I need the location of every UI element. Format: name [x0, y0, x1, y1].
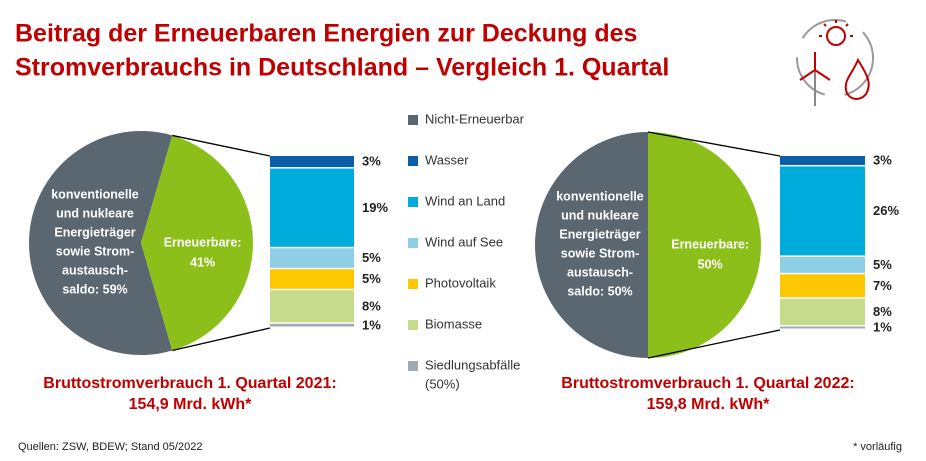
- caption: Bruttostromverbrauch 1. Quartal 2021:: [43, 375, 336, 392]
- pie-label: Erneuerbare:: [671, 237, 749, 251]
- pie-label: Energieträger: [559, 227, 640, 241]
- pie-label: und nukleare: [56, 206, 134, 220]
- legend-label: (50%): [425, 376, 460, 391]
- legend-swatch: [408, 279, 418, 289]
- legend-label: Wind an Land: [425, 193, 505, 208]
- legend-label: Wasser: [425, 152, 469, 167]
- bar-value-label: 3%: [362, 154, 381, 169]
- legend-label: Photovoltaik: [425, 275, 496, 290]
- bar-value-label: 5%: [362, 250, 381, 265]
- legend-swatch: [408, 320, 418, 330]
- bar-segment: [780, 166, 865, 256]
- pie-slice: [141, 135, 254, 351]
- bar-segment: [780, 274, 865, 298]
- pie-label: 41%: [190, 255, 215, 269]
- caption: 154,9 Mrd. kWh*: [129, 396, 252, 413]
- connector: [647, 131, 781, 157]
- pie-label: Erneuerbare:: [164, 235, 242, 249]
- bar-segment: [270, 168, 354, 247]
- bar-segment: [270, 156, 354, 168]
- connector: [172, 134, 271, 157]
- title-line: Stromverbrauchs in Deutschland – Verglei…: [15, 54, 669, 82]
- bar-value-label: 7%: [873, 278, 892, 293]
- caption: Bruttostromverbrauch 1. Quartal 2022:: [561, 375, 854, 392]
- bar-segment: [780, 256, 865, 273]
- title-line: Beitrag der Erneuerbaren Energien zur De…: [15, 20, 637, 48]
- pie-label: sowie Strom-: [561, 246, 640, 260]
- legend-swatch: [408, 361, 418, 371]
- legend-swatch: [408, 197, 418, 207]
- pie-label: konventionelle: [556, 189, 644, 203]
- legend-label: Siedlungsabfälle: [425, 357, 520, 372]
- bar-value-label: 19%: [362, 200, 388, 215]
- bar-value-label: 1%: [873, 320, 892, 335]
- pie-label: und nukleare: [561, 208, 639, 222]
- legend-label: Nicht-Erneuerbar: [425, 111, 525, 126]
- legend-swatch: [408, 156, 418, 166]
- bar-value-label: 8%: [362, 298, 381, 313]
- bar-value-label: 26%: [873, 203, 899, 218]
- bar-segment: [780, 298, 865, 326]
- legend-swatch: [408, 115, 418, 125]
- caption: 159,8 Mrd. kWh*: [647, 396, 770, 413]
- legend-label: Wind auf See: [425, 234, 503, 249]
- pie-label: austausch-: [567, 265, 633, 279]
- pie-label: saldo: 50%: [567, 284, 632, 298]
- bar-value-label: 5%: [873, 257, 892, 272]
- pie-label: 50%: [698, 257, 723, 271]
- footnote: * vorläufig: [853, 441, 902, 453]
- legend-label: Biomasse: [425, 316, 482, 331]
- pie-slice: [29, 131, 173, 355]
- bar-segment: [270, 248, 354, 268]
- bar-value-label: 8%: [873, 304, 892, 319]
- source: Quellen: ZSW, BDEW; Stand 05/2022: [18, 441, 202, 453]
- bar-value-label: 5%: [362, 271, 381, 286]
- pie-slice: [535, 132, 648, 358]
- pie-label: austausch-: [62, 263, 128, 277]
- bar-segment: [780, 326, 865, 329]
- bar-segment: [780, 156, 865, 165]
- bar-segment: [270, 269, 354, 289]
- energy-icon: [796, 19, 874, 106]
- pie-label: konventionelle: [51, 187, 139, 201]
- bar-value-label: 3%: [873, 153, 892, 168]
- pie-label: sowie Strom-: [56, 244, 135, 258]
- connector: [172, 327, 271, 352]
- connector: [647, 329, 781, 359]
- bar-segment: [270, 323, 354, 327]
- pie-label: Energieträger: [54, 225, 135, 239]
- pie-slice: [648, 132, 761, 358]
- pie-label: saldo: 59%: [62, 282, 127, 296]
- bar-segment: [270, 290, 354, 323]
- bar-value-label: 1%: [362, 317, 381, 332]
- legend-swatch: [408, 238, 418, 248]
